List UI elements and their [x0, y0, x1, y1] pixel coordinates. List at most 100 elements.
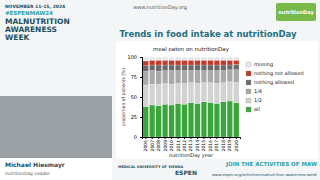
x-tick-mark	[171, 137, 172, 139]
bar-segment	[149, 65, 154, 71]
speaker-role: nutritionDay Leader	[5, 171, 50, 176]
y-tick: 100	[127, 54, 142, 60]
legend-swatch	[246, 71, 251, 76]
x-tick-label: 2019	[227, 140, 232, 152]
bar-segment	[195, 60, 200, 65]
x-tick-mark	[191, 137, 192, 139]
bar-segment	[234, 60, 239, 64]
bar-segment	[175, 103, 180, 137]
x-tick: 2011	[176, 137, 181, 151]
legend-swatch	[246, 80, 251, 85]
x-tick-mark	[178, 137, 179, 139]
y-axis-line	[140, 58, 143, 138]
x-tick-mark	[197, 137, 198, 139]
x-tick-label: 2016	[208, 140, 213, 152]
bar-segment	[221, 102, 226, 137]
bar-segment	[195, 71, 200, 84]
bar-segment	[234, 103, 239, 137]
legend-label: missing	[254, 61, 273, 68]
x-tick: 2012	[182, 137, 187, 151]
bar-segment	[149, 105, 154, 137]
bar-segment	[214, 71, 219, 84]
bar-segment	[234, 64, 239, 70]
legend-label: nothing not allowed	[254, 70, 304, 77]
bar-segment	[201, 102, 206, 137]
bar-segment	[182, 60, 187, 65]
x-tick: 2014	[195, 137, 200, 151]
speaker-name: Michael Hiesmayr	[5, 161, 65, 169]
x-tick: 2016	[208, 137, 213, 151]
bar-segment	[188, 65, 193, 71]
bar-segment	[143, 107, 148, 137]
bar-segment	[208, 57, 213, 60]
bar-segment	[221, 65, 226, 71]
y-tick-mark	[140, 117, 142, 118]
x-tick-mark	[203, 137, 204, 139]
bar-segment	[156, 71, 161, 84]
legend-label: 1/2	[254, 97, 262, 103]
bar-segment	[208, 71, 213, 83]
website: www.nutritionDay.org	[133, 4, 187, 11]
bar-segment	[195, 65, 200, 71]
y-tick-mark	[140, 137, 142, 138]
y-tick-mark	[140, 57, 142, 58]
bar-segment	[156, 84, 161, 106]
x-tick-label: 2006	[143, 140, 148, 152]
bar-segment	[182, 57, 187, 60]
x-tick-mark	[184, 137, 185, 139]
x-tick: 2013	[188, 137, 193, 151]
bar-segment	[169, 105, 174, 137]
bar-segment	[221, 60, 226, 65]
hashtag: #ESPENMAW24	[5, 10, 53, 16]
bar-segment	[175, 65, 180, 71]
y-tick: 0	[134, 134, 142, 140]
x-tick: 2015	[201, 137, 206, 151]
x-tick-mark	[210, 137, 211, 139]
event-title: WEEK	[5, 33, 31, 42]
bar-segment	[188, 57, 193, 60]
x-tick: 2006	[143, 137, 148, 151]
y-tick: 25	[131, 114, 142, 120]
x-tick-mark	[158, 137, 159, 139]
x-tick-label: 2018	[221, 140, 226, 152]
legend-label: 1/4	[254, 88, 262, 94]
y-tick-label: 100	[127, 54, 137, 60]
bar-segment	[227, 57, 232, 60]
bar-segment	[214, 65, 219, 71]
x-axis: 2006200720082009201020112012201320142015…	[143, 137, 241, 151]
bar-segment	[169, 65, 174, 71]
bar-segment	[162, 60, 167, 65]
bar-segment	[195, 83, 200, 103]
bar-segment	[162, 83, 167, 104]
x-tick-mark	[223, 137, 224, 139]
bar-segment	[156, 60, 161, 65]
chart-subtitle: meal eaten on nutritionDay	[153, 46, 230, 53]
bar-segment	[227, 60, 232, 65]
bar-segment	[143, 66, 148, 72]
x-tick-label: 2012	[182, 140, 187, 152]
x-axis-line	[143, 138, 241, 140]
x-tick-label: 2020	[234, 140, 239, 152]
bar-segment	[214, 83, 219, 103]
bar-segment	[201, 83, 206, 102]
bar-segment	[201, 71, 206, 83]
x-tick: 2010	[169, 137, 174, 151]
bar-segment	[214, 103, 219, 137]
bar-segment	[208, 103, 213, 137]
bar-segment	[169, 60, 174, 65]
logo: nutritionDay	[278, 9, 314, 16]
bar-segment	[156, 65, 161, 71]
bar-segment	[182, 83, 187, 104]
x-tick: 2017	[214, 137, 219, 151]
bar-segment	[208, 65, 213, 71]
bar-segment	[149, 60, 154, 65]
bar-segment	[156, 57, 161, 60]
x-tick-label: 2008	[156, 140, 161, 152]
y-axis-title: proportion of patients (%)	[121, 68, 126, 126]
bar-segment	[162, 71, 167, 84]
bar-segment	[188, 83, 193, 103]
bar-segment	[162, 65, 167, 71]
y-tick: 50	[131, 94, 142, 100]
bar-segment	[175, 57, 180, 60]
bar-segment	[175, 60, 180, 65]
